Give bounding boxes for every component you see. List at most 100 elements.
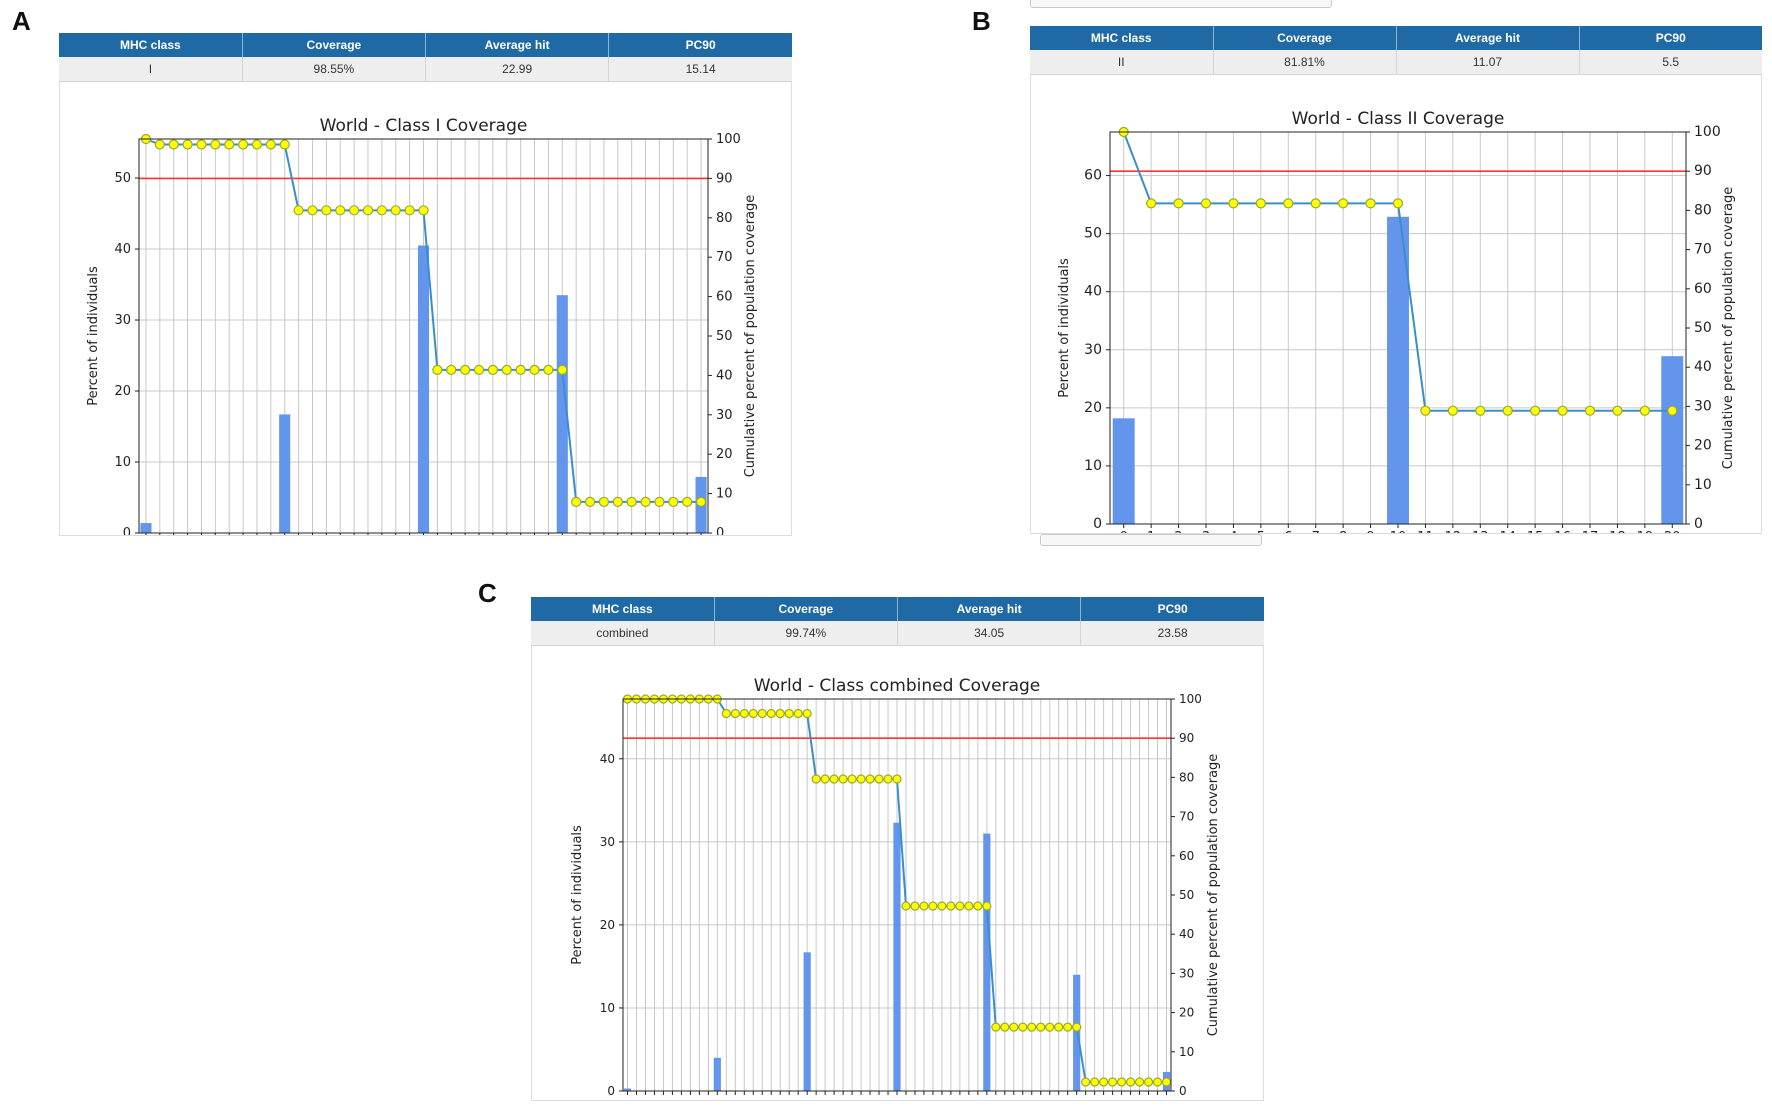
cumulative-point (695, 496, 707, 507)
y-tick-label: 10 (600, 1001, 615, 1015)
cumulative-point (279, 139, 290, 150)
cumulative-point (1125, 1077, 1136, 1087)
table-header-row: MHC class Coverage Average hit PC90 (531, 597, 1264, 621)
x-tick-label: 9 (705, 1098, 712, 1100)
y2-tick-label: 100 (1694, 124, 1721, 140)
column-header: Average hit (1396, 26, 1580, 50)
cumulative-point (811, 774, 821, 784)
cropped-control (1040, 534, 1262, 546)
cumulative-point (1228, 198, 1239, 209)
x-tick-label: 33 (917, 1098, 931, 1100)
x-tick-label: 29 (881, 1098, 895, 1100)
cumulative-point (460, 364, 471, 375)
x-tick-label: 27 (863, 1098, 877, 1100)
x-tick-label: 19 (791, 1098, 805, 1100)
cumulative-point (598, 496, 610, 507)
panel-label-a: A (12, 6, 31, 36)
cumulative-point (1063, 1022, 1073, 1032)
panel-frame (1030, 74, 1762, 534)
y2-tick-label: 80 (1694, 202, 1712, 218)
y-tick-label: 10 (1084, 458, 1102, 474)
x-tick-label: 55 (1115, 1098, 1129, 1100)
cumulative-point (640, 496, 651, 507)
cumulative-point (1530, 405, 1541, 416)
bar (279, 414, 291, 533)
table-cell: 99.74% (714, 621, 899, 646)
cumulative-point (1639, 405, 1650, 416)
cumulative-point (1667, 405, 1678, 416)
table-cell: 23.58 (1080, 621, 1264, 646)
cumulative-point (1054, 1022, 1064, 1032)
cumulative-point (1557, 405, 1568, 416)
x-tick-label: 12 (1445, 530, 1462, 533)
chart-svg: 0102030405060010203040506070809010001234… (1057, 109, 1736, 533)
coverage-chart-class-i: 0102030405001020304050607080901000123456… (59, 85, 792, 535)
cumulative-point (892, 774, 902, 784)
cumulative-point (390, 205, 401, 216)
cumulative-point (1090, 1077, 1100, 1087)
x-tick-label: 20 (800, 1098, 814, 1100)
x-tick-label: 42 (998, 1098, 1012, 1100)
y-tick-label: 0 (123, 526, 131, 535)
bar (623, 1088, 632, 1091)
table-row: combined 99.74% 34.05 23.58 (531, 621, 1264, 646)
cumulative-point (1134, 1077, 1145, 1087)
chart-plot-group: 0102030400102030405060708090100012345678… (570, 676, 1221, 1100)
x-tick-label: 2 (1174, 530, 1182, 533)
table-cell: 11.07 (1396, 50, 1580, 75)
y-tick-label: 40 (600, 752, 615, 766)
y2-tick-label: 80 (1179, 770, 1194, 784)
y2-tick-label: 50 (1694, 320, 1712, 336)
cumulative-point (802, 708, 812, 719)
x-tick-label: 1 (1147, 530, 1155, 533)
table-cell: 22.99 (425, 57, 610, 82)
cumulative-point (501, 364, 512, 375)
y2-tick-label: 70 (1694, 242, 1712, 258)
x-tick-label: 15 (1527, 530, 1544, 533)
y-tick-label: 50 (114, 171, 131, 186)
x-tick-label: 47 (1043, 1098, 1057, 1100)
x-tick-label: 60 (1160, 1098, 1174, 1100)
cumulative-point (982, 901, 992, 911)
y-tick-label: 40 (1084, 284, 1102, 300)
table-cell: 15.14 (608, 57, 792, 82)
cumulative-point (321, 205, 332, 216)
cumulative-point (964, 901, 974, 911)
y2-tick-label: 0 (1179, 1084, 1187, 1098)
x-tick-label: 16 (764, 1098, 778, 1100)
table-cell: 5.5 (1579, 50, 1762, 75)
y2-tick-label: 50 (1179, 888, 1194, 902)
y-tick-label: 0 (607, 1084, 615, 1098)
cumulative-point (224, 139, 235, 150)
x-tick-label: 17 (773, 1098, 787, 1100)
cumulative-point (1143, 1077, 1154, 1087)
column-header: MHC class (531, 597, 715, 621)
panel-a: MHC class Coverage Average hit PC90 I 98… (59, 33, 792, 536)
cumulative-point (973, 901, 983, 911)
cumulative-point (293, 205, 304, 216)
x-tick-label: 18 (782, 1098, 796, 1100)
y2-tick-label: 50 (716, 329, 733, 344)
y2-tick-label: 90 (1694, 163, 1712, 179)
y-tick-label: 30 (1084, 342, 1102, 358)
cumulative-point (928, 901, 938, 911)
chart-svg: 0102030405001020304050607080901000123456… (86, 116, 758, 535)
cumulative-point (1365, 198, 1376, 209)
cumulative-point (1173, 198, 1184, 209)
cumulative-point (182, 139, 193, 150)
cumulative-point (1146, 198, 1157, 209)
x-tick-label: 23 (827, 1098, 841, 1100)
x-tick-label: 46 (1034, 1098, 1048, 1100)
x-tick-label: 15 (755, 1098, 769, 1100)
cumulative-point (515, 364, 526, 375)
x-tick-label: 9 (1366, 530, 1374, 533)
coverage-summary-table: MHC class Coverage Average hit PC90 comb… (531, 597, 1264, 646)
y-axis-label: Percent of individuals (86, 266, 101, 406)
cumulative-point (1081, 1077, 1091, 1087)
cumulative-point (856, 774, 866, 784)
x-tick-label: 8 (696, 1098, 703, 1100)
column-header: Coverage (1213, 26, 1397, 50)
table-cell: II (1030, 50, 1214, 75)
cumulative-point (829, 774, 839, 784)
x-tick-label: 4 (1229, 530, 1237, 533)
